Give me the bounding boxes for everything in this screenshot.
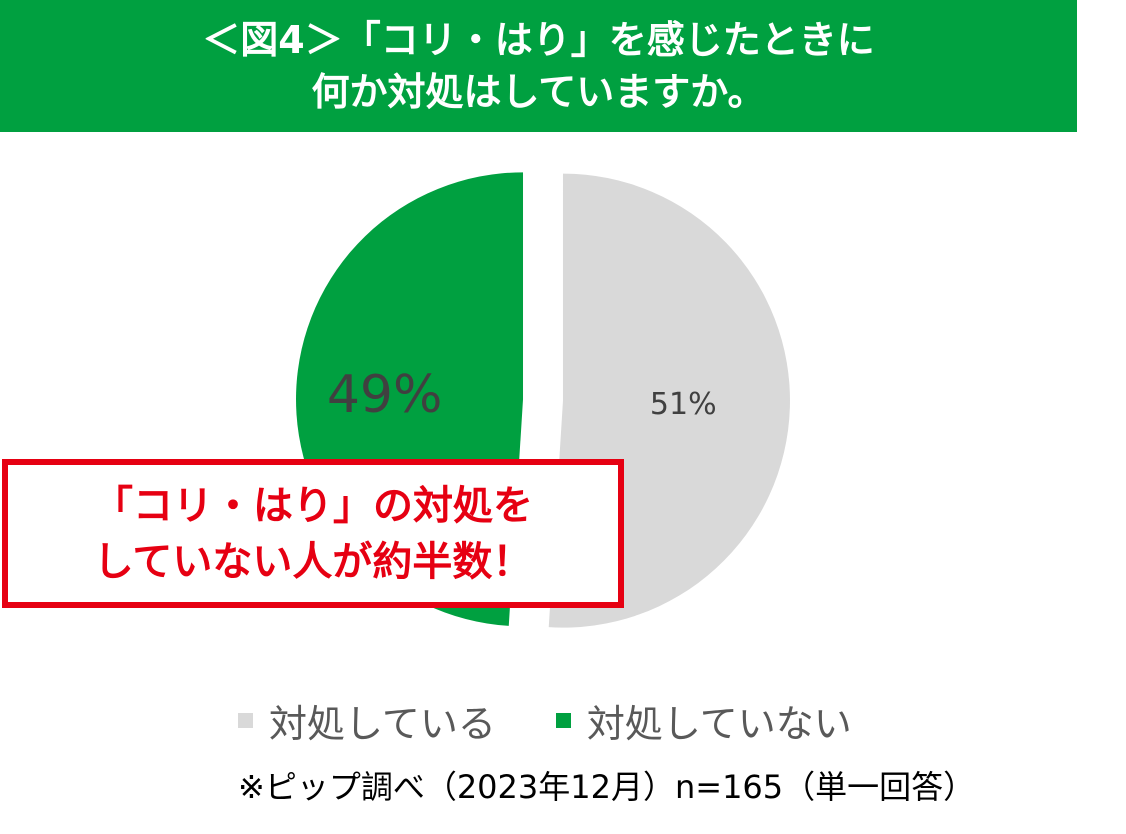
legend-swatch-not-treating xyxy=(555,712,571,728)
legend-label-not-treating: 対処していない xyxy=(586,701,852,746)
chart-title-line-2: 何か対処はしていますか。 xyxy=(311,70,766,114)
pie-label-1: 49% xyxy=(327,365,443,425)
callout-line-2: していない人が約半数！ xyxy=(93,538,533,585)
legend-item-treating: 対処している xyxy=(238,693,496,748)
chart-title-line-1: ＜図4＞「コリ・はり」を感じたときに xyxy=(202,18,875,62)
chart-title-banner: ＜図4＞「コリ・はり」を感じたときに 何か対処はしていますか。 xyxy=(0,0,1077,132)
pie-label-0: 51% xyxy=(650,387,717,422)
legend: 対処している 対処していない xyxy=(238,694,852,746)
legend-item-not-treating: 対処していない xyxy=(555,693,852,748)
source-note: ※ピップ調べ（2023年12月）n=165（単一回答） xyxy=(238,768,976,806)
callout-box: 「コリ・はり」の対処を していない人が約半数！ xyxy=(2,459,624,608)
legend-swatch-treating xyxy=(238,712,253,728)
legend-label-treating: 対処している xyxy=(269,701,496,746)
callout-line-1: 「コリ・はり」の対処を xyxy=(93,482,533,529)
